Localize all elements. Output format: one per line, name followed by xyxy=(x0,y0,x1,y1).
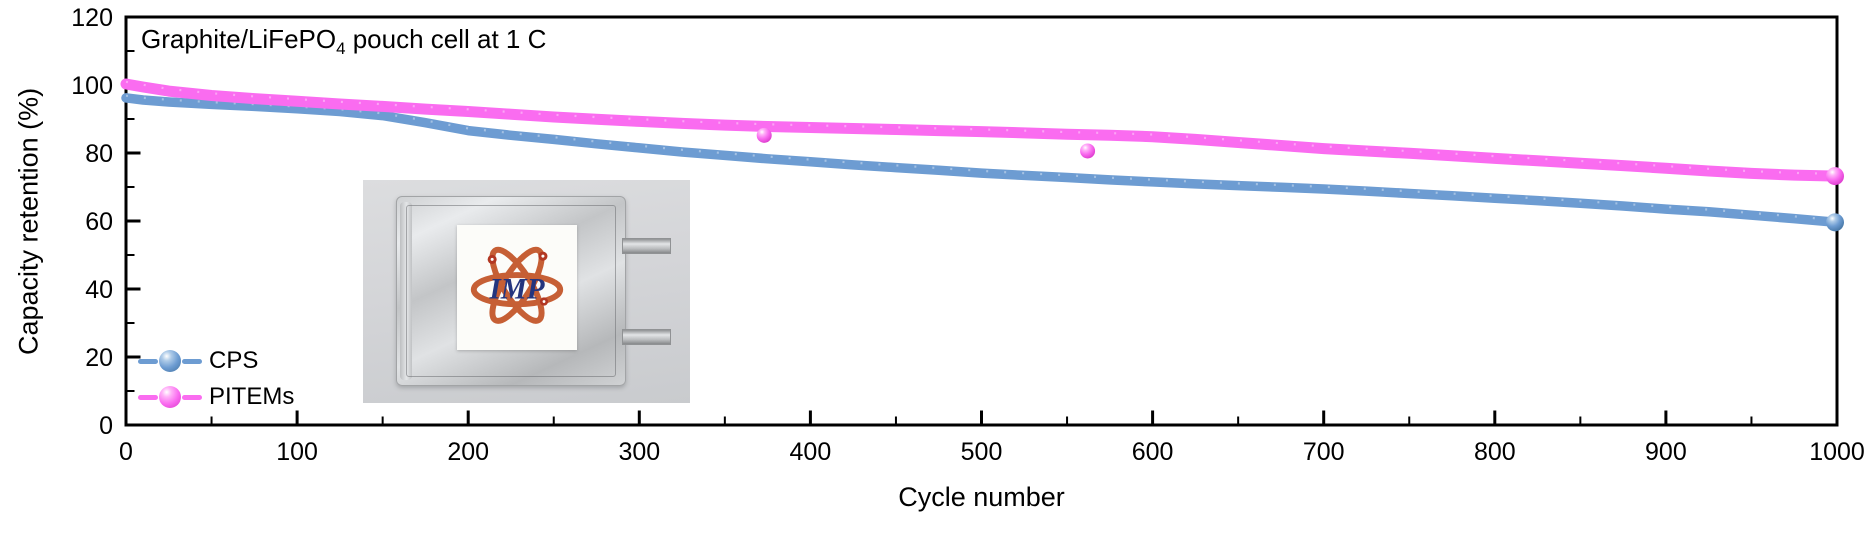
y-tick-label-120: 120 xyxy=(71,4,113,32)
legend-line-right xyxy=(182,358,202,364)
x-tick-label-1000: 1000 xyxy=(1809,438,1865,466)
end-marker-pitems xyxy=(1826,167,1844,186)
outlier-marker-pitems xyxy=(756,127,772,143)
inset-pouch-cell-photo: IMP xyxy=(363,180,690,403)
series-band-cps xyxy=(121,93,1842,228)
y-tick-label-20: 20 xyxy=(85,344,113,372)
legend-marker-pitems-icon xyxy=(159,386,181,408)
pouch-label: IMP xyxy=(457,225,577,350)
series-band-texture xyxy=(125,94,1838,222)
imp-atom-logo-icon: IMP xyxy=(470,246,564,324)
x-tick-label-300: 300 xyxy=(618,438,660,466)
x-tick-label-900: 900 xyxy=(1645,438,1687,466)
tick-labels: 0 100 200 300 400 500 600 700 800 900 1000 0 20 40 60 8… xyxy=(71,4,1865,466)
pouch-seal-edge xyxy=(400,202,412,380)
legend-item-pitems: PITEMs xyxy=(138,383,295,410)
y-tick-label-0: 0 xyxy=(99,412,113,440)
legend-label-cps: CPS xyxy=(209,347,259,374)
imp-logo-text: IMP xyxy=(488,273,544,305)
x-tick-label-500: 500 xyxy=(961,438,1003,466)
legend-marker-cps-icon xyxy=(159,350,181,372)
y-axis-label: Capacity retention (%) xyxy=(13,87,44,355)
legend-line-right xyxy=(182,394,202,400)
plot-title-subscript: 4 xyxy=(336,39,346,59)
legend-line-left xyxy=(138,358,158,364)
series-band-pitems xyxy=(120,78,1843,182)
outlier-marker-pitems xyxy=(1080,143,1096,159)
x-tick-label-600: 600 xyxy=(1132,438,1174,466)
pouch-tab-top xyxy=(622,238,671,254)
y-tick-label-60: 60 xyxy=(85,208,113,236)
legend-label-pitems: PITEMs xyxy=(209,383,295,410)
x-tick-label-800: 800 xyxy=(1474,438,1516,466)
x-tick-label-200: 200 xyxy=(447,438,489,466)
end-marker-cps xyxy=(1826,213,1844,232)
x-tick-label-700: 700 xyxy=(1303,438,1345,466)
plot-title: Graphite/LiFePO4 pouch cell at 1 C xyxy=(141,22,546,66)
tick-marks xyxy=(124,15,1839,427)
pouch-tab-bottom xyxy=(622,329,671,345)
x-tick-label-100: 100 xyxy=(276,438,318,466)
y-tick-label-80: 80 xyxy=(85,140,113,168)
legend-item-cps: CPS xyxy=(138,347,259,374)
plot-title-suffix: pouch cell at 1 C xyxy=(345,24,547,54)
y-tick-label-40: 40 xyxy=(85,276,113,304)
x-axis-label: Cycle number xyxy=(898,482,1065,512)
x-tick-label-0: 0 xyxy=(119,438,133,466)
legend-line-left xyxy=(138,394,158,400)
x-tick-label-400: 400 xyxy=(790,438,832,466)
y-tick-label-100: 100 xyxy=(71,72,113,100)
plot-title-prefix: Graphite/LiFePO xyxy=(141,24,337,54)
data-series xyxy=(120,78,1844,232)
